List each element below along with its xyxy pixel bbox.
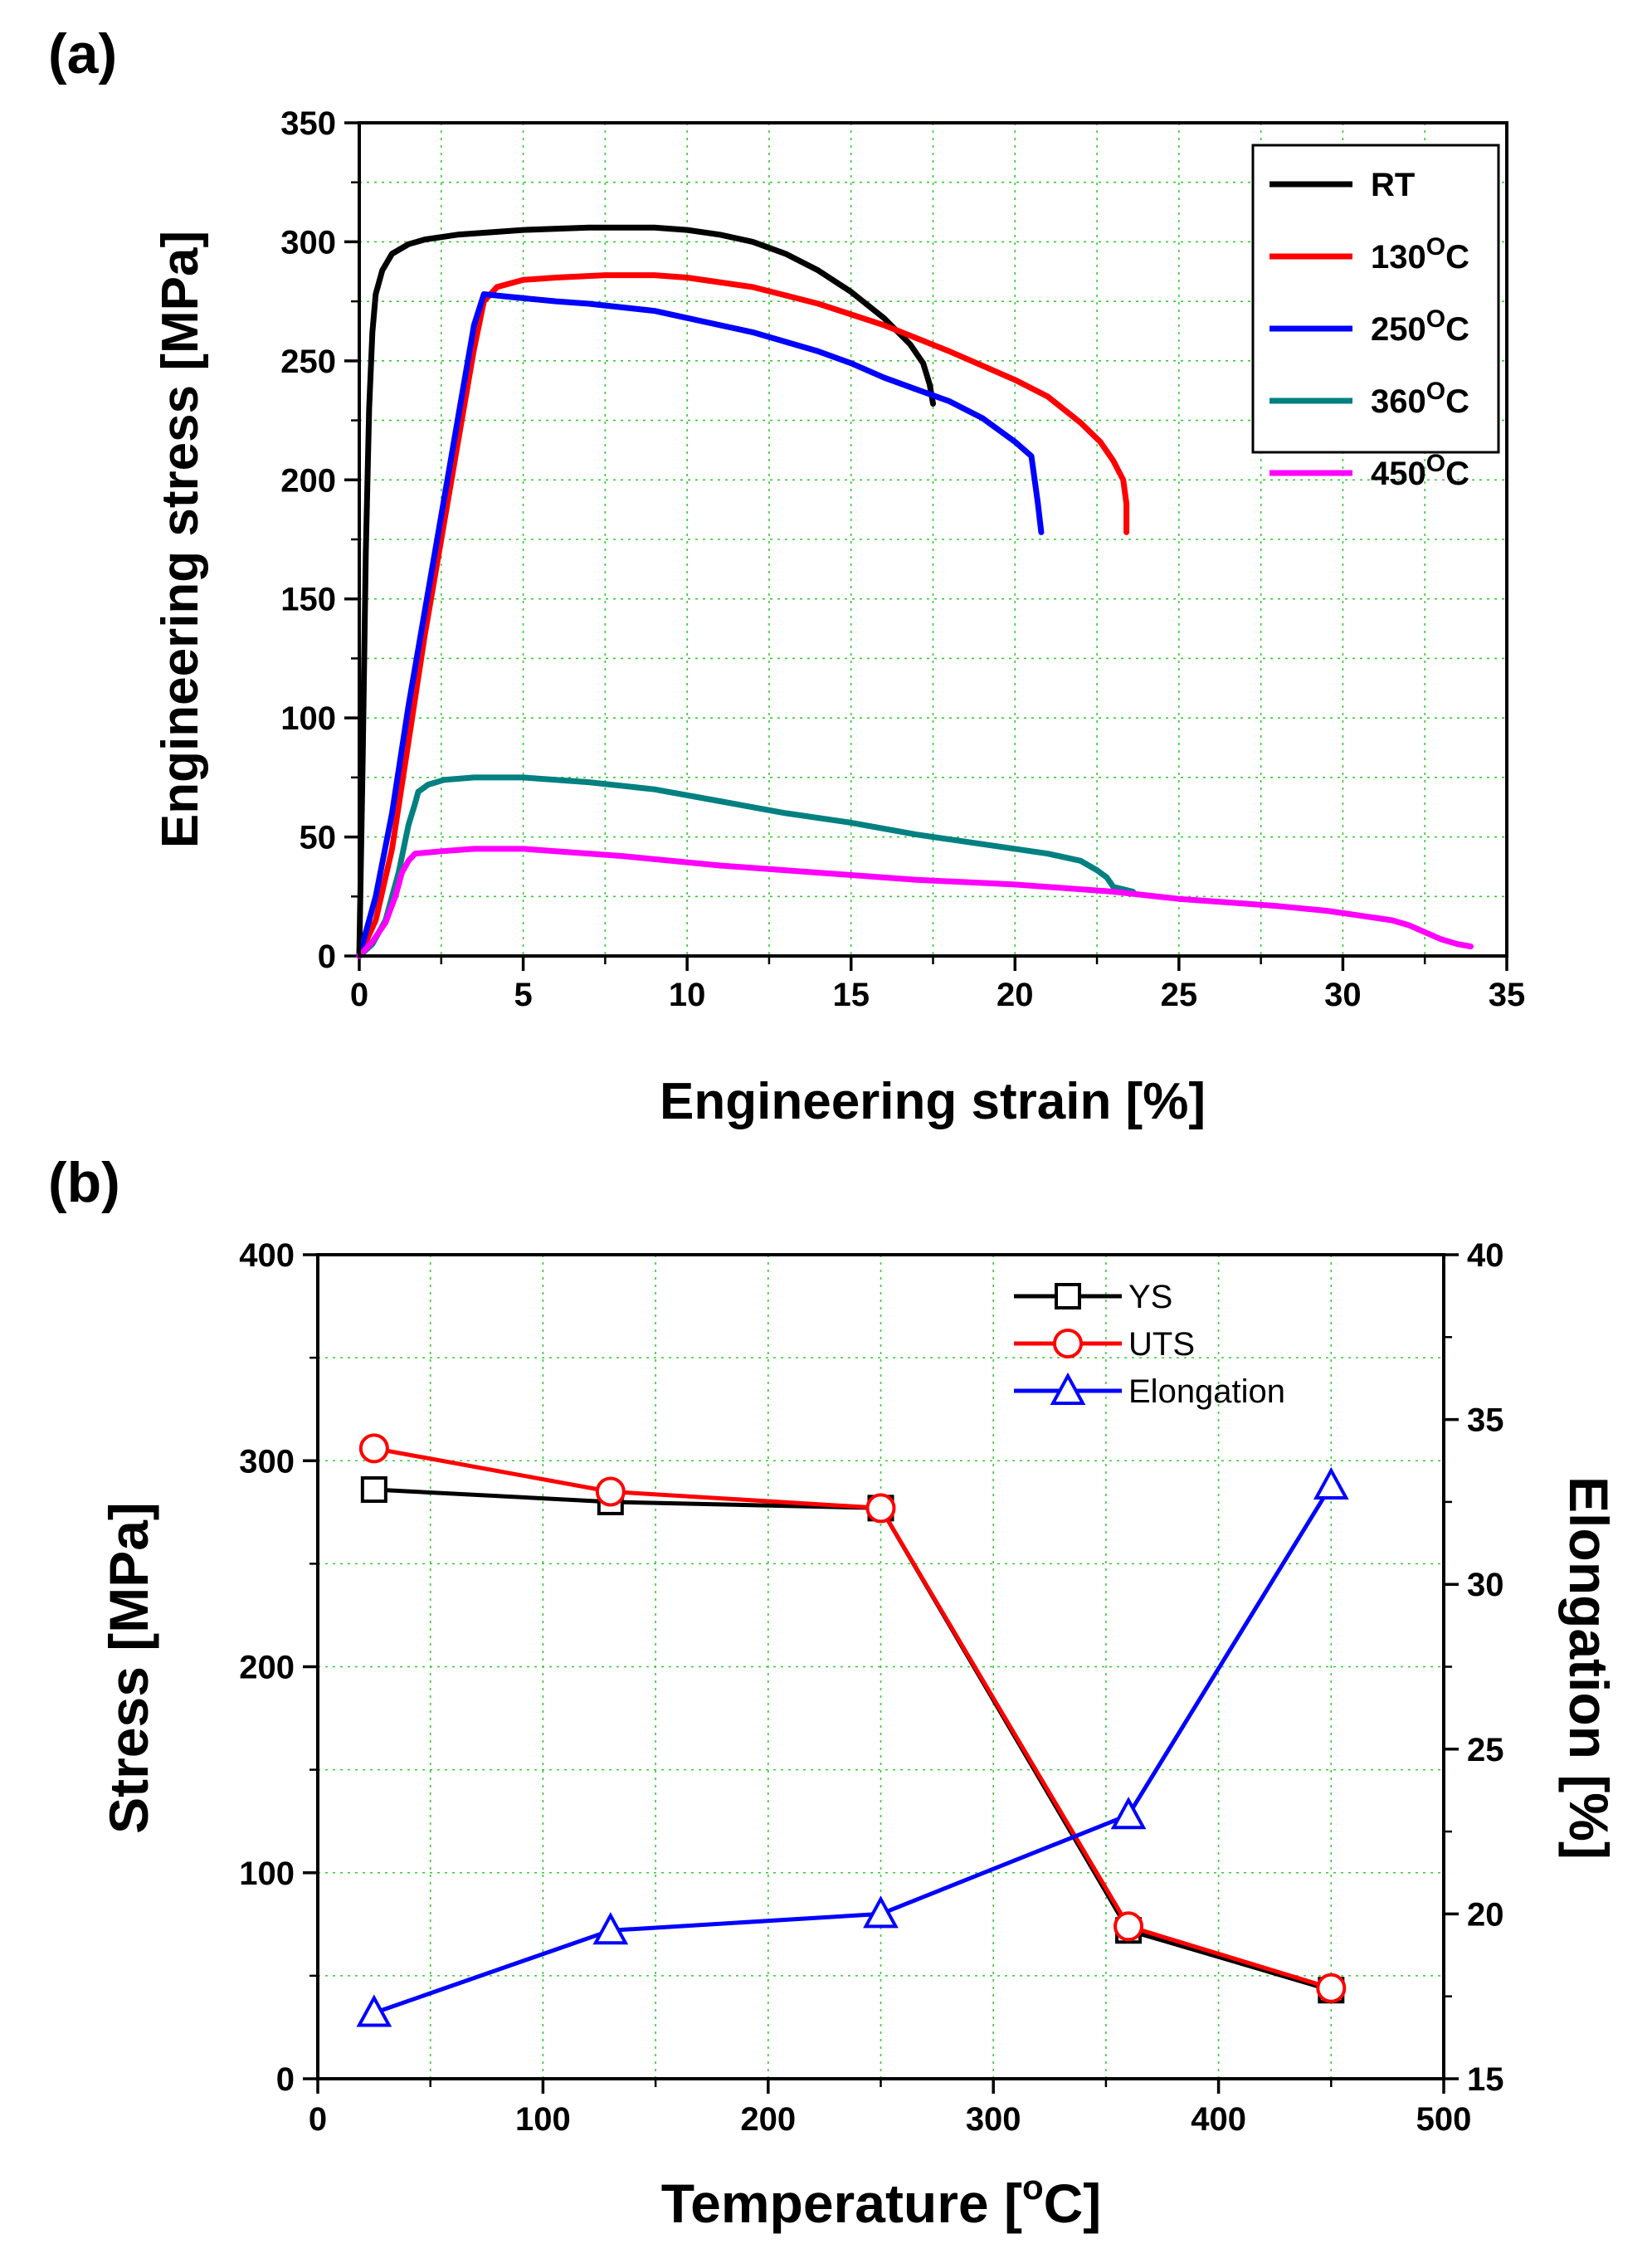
panel-b-legend-label: YS bbox=[1128, 1279, 1172, 1315]
panel-b-x-tick-label: 0 bbox=[309, 2101, 327, 2138]
panel-b-marker-elongation bbox=[356, 1994, 392, 2027]
panel-b-legend-marker bbox=[1050, 1372, 1086, 1405]
panel-a-y-tick-label: 150 bbox=[280, 582, 336, 618]
panel-b-x-tick-label: 500 bbox=[1416, 2101, 1472, 2138]
panel-b-y2-tick-label: 20 bbox=[1467, 1896, 1504, 1933]
panel-a-y-tick-label: 300 bbox=[280, 224, 336, 261]
panel-a-y-tick-label: 200 bbox=[280, 462, 336, 499]
panel-a-legend-label-suffix: C bbox=[1445, 311, 1469, 348]
panel-a-curve-rt bbox=[356, 224, 936, 959]
panel-a-curve-450 bbox=[356, 846, 1474, 959]
panel-a-x-tick-label: 25 bbox=[1161, 977, 1198, 1013]
panel-label-a: (a) bbox=[48, 22, 117, 85]
panel-b-y2-tick-label: 40 bbox=[1467, 1237, 1504, 1274]
panel-a-y-axis-title: Engineering stress [MPa] bbox=[152, 231, 209, 848]
panel-b-marker-elongation bbox=[1313, 1466, 1349, 1500]
panel-a-legend-label-main: 250 bbox=[1371, 311, 1426, 348]
panel-a-x-tick-label: 20 bbox=[997, 977, 1034, 1013]
panel-b-marker-ys bbox=[360, 1476, 387, 1504]
panel-a-legend-label-main: 360 bbox=[1371, 383, 1426, 420]
panel-a-legend-label-suffix: C bbox=[1445, 239, 1469, 276]
panel-b-legend-label: UTS bbox=[1128, 1326, 1195, 1363]
panel-a-x-tick-label: 35 bbox=[1489, 977, 1526, 1013]
panel-b-ticks bbox=[303, 1253, 1459, 2094]
panel-a-x-tick-label: 0 bbox=[350, 977, 368, 1013]
panel-b: (b) 0 100 200 300 400 500 0 100 200 300 400 15 20 25 3… bbox=[48, 1151, 1620, 2234]
panel-a-legend-label-main: 450 bbox=[1371, 456, 1426, 492]
panel-a-legend-label-suffix: C bbox=[1445, 383, 1469, 420]
panel-b-marker-elongation bbox=[592, 1912, 629, 1945]
panel-a-x-tick-label: 30 bbox=[1324, 977, 1362, 1013]
panel-b-legend-label: Elongation bbox=[1128, 1373, 1285, 1410]
panel-a-legend-label-superscript: O bbox=[1426, 450, 1445, 477]
panel-a-y-tick-label: 250 bbox=[280, 344, 336, 380]
panel-b-y-axis-title: Stress [MPa] bbox=[98, 1502, 159, 1834]
panel-a-x-tick-label: 5 bbox=[514, 977, 532, 1013]
panel-b-legend-marker bbox=[1053, 1329, 1083, 1358]
panel-b-x-tick-label: 400 bbox=[1191, 2101, 1246, 2138]
panel-a-y-tick-label: 100 bbox=[280, 700, 336, 737]
panel-b-y2-tick-label: 30 bbox=[1467, 1567, 1504, 1603]
panel-a-legend-label-main: RT bbox=[1371, 167, 1415, 203]
panel-a-curve-360 bbox=[356, 774, 1136, 959]
panel-a-x-tick-label: 10 bbox=[669, 977, 706, 1013]
panel-a-curve-250 bbox=[356, 291, 1045, 959]
panel-b-marker-elongation bbox=[1110, 1797, 1147, 1830]
panel-b-marker-uts bbox=[1114, 1911, 1144, 1942]
panel-b-y2-tick-label: 35 bbox=[1467, 1402, 1504, 1439]
panel-b-x-tick-label: 100 bbox=[515, 2101, 571, 2138]
panel-a-legend-label: RT bbox=[1371, 167, 1415, 203]
panel-b-y-tick-label: 0 bbox=[276, 2061, 295, 2098]
panel-b-tick-labels: 0 100 200 300 400 500 0 100 200 300 400 15 20 25 30 35 4… bbox=[239, 1237, 1503, 2138]
panel-b-grid bbox=[318, 1255, 1444, 2079]
panel-b-y2-tick-label: 25 bbox=[1467, 1732, 1504, 1768]
panel-b-y-tick-label: 400 bbox=[239, 1237, 295, 1274]
panel-a-y-tick-label: 350 bbox=[280, 105, 336, 142]
panel-b-x-tick-label: 300 bbox=[966, 2101, 1021, 2138]
panel-a-legend-label: 450OC bbox=[1371, 450, 1469, 492]
panel-b-y2-axis-title: Elongation [%] bbox=[1558, 1476, 1620, 1860]
panel-a-curves bbox=[356, 224, 1474, 959]
panel-a-legend-label-superscript: O bbox=[1426, 378, 1445, 405]
panel-a-legend-label: 250OC bbox=[1371, 305, 1469, 348]
panel-b-x-axis-title-suffix: C] bbox=[1044, 2173, 1102, 2234]
panel-a-y-tick-label: 0 bbox=[318, 939, 336, 975]
panel-b-y-tick-label: 100 bbox=[239, 1856, 295, 1892]
panel-a-curve-130 bbox=[356, 272, 1130, 959]
panel-b-x-axis-title-main: Temperature [ bbox=[661, 2173, 1022, 2234]
panel-a-plot-frame bbox=[358, 121, 1508, 958]
panel-b-marker-uts bbox=[358, 1433, 389, 1464]
panel-a-legend-label-suffix: C bbox=[1445, 456, 1469, 492]
panel-b-x-tick-label: 200 bbox=[740, 2101, 796, 2138]
panel-a-y-tick-label: 50 bbox=[300, 820, 337, 856]
panel-b-series bbox=[356, 1433, 1349, 2027]
panel-a-legend-label-main: 130 bbox=[1371, 239, 1426, 276]
panel-b-x-axis-title-superscript: o bbox=[1022, 2168, 1044, 2207]
panel-b-marker-elongation bbox=[863, 1895, 899, 1929]
panel-b-marker-uts bbox=[865, 1493, 896, 1524]
panel-b-marker-uts bbox=[595, 1476, 626, 1507]
panel-a: (a) 0 5 10 15 20 25 30 35050100150200250300350 … bbox=[48, 22, 1525, 1130]
panel-label-b: (b) bbox=[48, 1151, 120, 1214]
panel-b-y-tick-label: 300 bbox=[239, 1443, 295, 1480]
panel-b-marker-uts bbox=[1316, 1973, 1347, 2003]
panel-a-x-axis-title: Engineering strain [%] bbox=[660, 1073, 1206, 1130]
panel-a-legend-label-superscript: O bbox=[1426, 233, 1445, 261]
panel-a-legend-label: 360OC bbox=[1371, 378, 1469, 420]
panel-b-line-elongation bbox=[373, 1484, 1333, 2015]
panel-a-legend-label-superscript: O bbox=[1426, 305, 1445, 333]
panel-b-plot-frame bbox=[316, 1253, 1445, 2080]
panel-b-y2-tick-label: 15 bbox=[1467, 2061, 1504, 2098]
panel-b-legend-marker bbox=[1055, 1283, 1081, 1309]
panel-b-x-axis-title: Temperature [oC] bbox=[661, 2168, 1102, 2234]
panel-b-legend: YS UTS Elongation bbox=[1014, 1279, 1285, 1410]
panel-a-x-tick-label: 15 bbox=[832, 977, 870, 1013]
panel-b-y-tick-label: 200 bbox=[239, 1650, 295, 1686]
panel-a-legend-label: 130OC bbox=[1371, 233, 1469, 276]
